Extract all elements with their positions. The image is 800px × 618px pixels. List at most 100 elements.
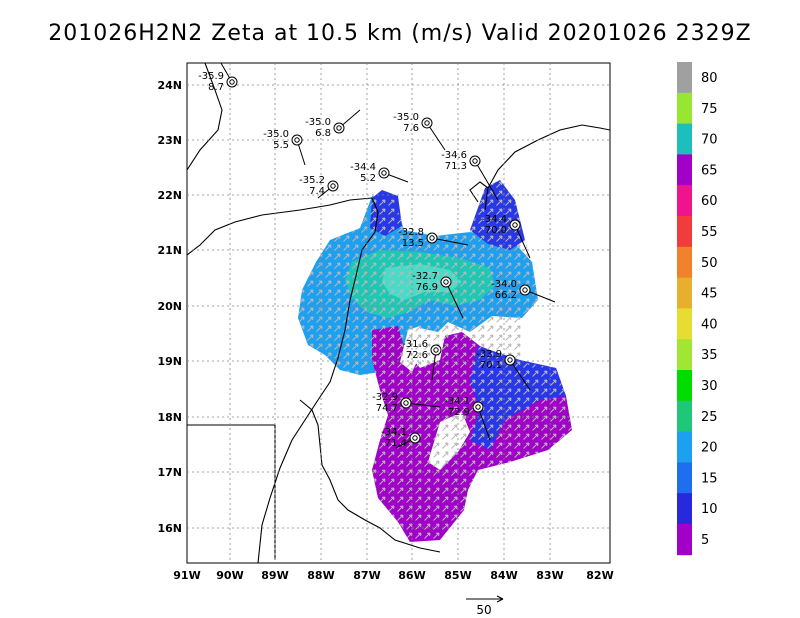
- station-marker: [409, 432, 421, 444]
- colorbar-swatch: [677, 62, 692, 94]
- lon-tick-label: 82W: [586, 569, 613, 582]
- station-value-top: -34.1: [444, 396, 470, 407]
- station-marker: [291, 134, 303, 146]
- station-marker: [519, 284, 531, 296]
- station-marker-core: [412, 435, 418, 441]
- wind-barb: [514, 224, 531, 259]
- station-value-bottom: 71.3: [445, 161, 467, 172]
- lon-tick-label: 84W: [490, 569, 517, 582]
- lat-tick-label: 24N: [157, 79, 182, 92]
- colorbar-swatch: [677, 92, 692, 124]
- station-value-bottom: 71.4: [385, 438, 407, 449]
- colorbar-swatch: [677, 493, 692, 525]
- lat-axis: 24N 23N 22N 21N 20N 19N 18N 17N 16N: [157, 79, 182, 535]
- station-value-bottom: 72.9: [448, 407, 470, 418]
- lat-tick-label: 22N: [157, 189, 182, 202]
- station-marker: [469, 155, 481, 167]
- station-marker: [509, 219, 521, 231]
- station-value-top: -34.4: [350, 162, 376, 173]
- station-marker-core: [512, 222, 518, 228]
- station-value-bottom: 72.6: [406, 350, 428, 361]
- wind-barb: [509, 359, 531, 391]
- lat-tick-label: 19N: [157, 355, 182, 368]
- map-content: -35.98.7-35.06.8-35.05.5-35.07.6-34.671.…: [187, 63, 610, 563]
- colorbar-swatch: [677, 462, 692, 494]
- wind-barb: [474, 160, 499, 201]
- colorbar-swatch: [677, 154, 692, 186]
- station-marker-core: [433, 347, 439, 353]
- wind-barb: [477, 406, 491, 441]
- lat-tick-label: 16N: [157, 522, 182, 535]
- station-marker-core: [336, 125, 342, 131]
- station-value-top: -34.1: [381, 427, 407, 438]
- colorbar-label: 15: [701, 471, 718, 486]
- station-value-top: -32.8: [398, 227, 424, 238]
- station-marker-core: [229, 79, 235, 85]
- station-marker: [226, 76, 238, 88]
- station-value-bottom: 8.7: [208, 82, 224, 93]
- lon-axis: 91W 90W 89W 88W 87W 86W 85W 84W 83W 82W: [173, 569, 613, 582]
- lon-tick-label: 88W: [307, 569, 334, 582]
- colorbar-label: 35: [701, 348, 718, 363]
- station-value-top: -33.9: [476, 349, 502, 360]
- colorbar-swatch: [677, 370, 692, 402]
- station-marker-core: [424, 120, 430, 126]
- colorbar-label: 25: [701, 410, 718, 425]
- colorbar-label: 75: [701, 102, 718, 117]
- station-value-top: -35.0: [393, 112, 419, 123]
- station-value-top: -32.9: [372, 392, 398, 403]
- station-marker: [430, 344, 442, 356]
- lat-tick-label: 23N: [157, 134, 182, 147]
- colorbar-swatch: [677, 400, 692, 432]
- station-marker-core: [403, 400, 409, 406]
- colorbar-label: 20: [701, 441, 718, 456]
- wind-barb: [431, 237, 469, 246]
- station-value-top: -34.6: [441, 150, 467, 161]
- colorbar-swatch: [677, 123, 692, 155]
- station-value-top: -31.6: [402, 339, 428, 350]
- station-marker: [333, 122, 345, 134]
- lon-tick-label: 83W: [536, 569, 563, 582]
- station-marker-core: [330, 183, 336, 189]
- station-marker-core: [472, 158, 478, 164]
- reference-vector-label: 50: [476, 603, 491, 617]
- stations: -35.98.7-35.06.8-35.05.5-35.07.6-34.671.…: [198, 63, 556, 449]
- station-marker: [327, 180, 339, 192]
- colorbar-label: 10: [701, 502, 718, 517]
- station-value-top: -35.2: [299, 175, 325, 186]
- station-value-top: -34.4: [481, 214, 507, 225]
- lat-tick-label: 21N: [157, 244, 182, 257]
- station-marker: [400, 397, 412, 409]
- station-marker: [472, 401, 484, 413]
- station-value-top: -34.0: [491, 279, 517, 290]
- station-marker-core: [507, 357, 513, 363]
- colorbar-label: 80: [701, 71, 718, 86]
- lat-tick-label: 18N: [157, 411, 182, 424]
- colorbar-label: 40: [701, 317, 718, 332]
- station-marker-core: [381, 170, 387, 176]
- station-value-top: -35.9: [198, 71, 224, 82]
- station-marker: [504, 354, 516, 366]
- wind-barb: [445, 281, 464, 319]
- lon-tick-label: 91W: [173, 569, 200, 582]
- colorbar-label: 50: [701, 256, 718, 271]
- station-value-bottom: 70.1: [480, 360, 502, 371]
- station-value-bottom: 6.8: [315, 128, 331, 139]
- lon-tick-label: 85W: [444, 569, 471, 582]
- station-value-bottom: 7.6: [403, 123, 419, 134]
- colorbar-swatch: [677, 277, 692, 309]
- colorbar: 80 75 70 65 60 55 50 45 40 35 30 25 20 15 10 5: [677, 62, 718, 556]
- station-value-bottom: 76.9: [416, 282, 438, 293]
- station-value-bottom: 7.4: [309, 186, 325, 197]
- plot-title: 201026H2N2 Zeta at 10.5 km (m/s) Valid 2…: [48, 21, 751, 46]
- station-marker: [440, 276, 452, 288]
- station-marker: [421, 117, 433, 129]
- station-value-bottom: 5.5: [273, 140, 289, 151]
- graticule: [187, 63, 610, 563]
- colorbar-swatch: [677, 246, 692, 278]
- colorbar-swatch: [677, 524, 692, 556]
- station-value-bottom: 13.5: [402, 238, 424, 249]
- colorbar-label: 70: [701, 133, 718, 148]
- station-marker-core: [294, 137, 300, 143]
